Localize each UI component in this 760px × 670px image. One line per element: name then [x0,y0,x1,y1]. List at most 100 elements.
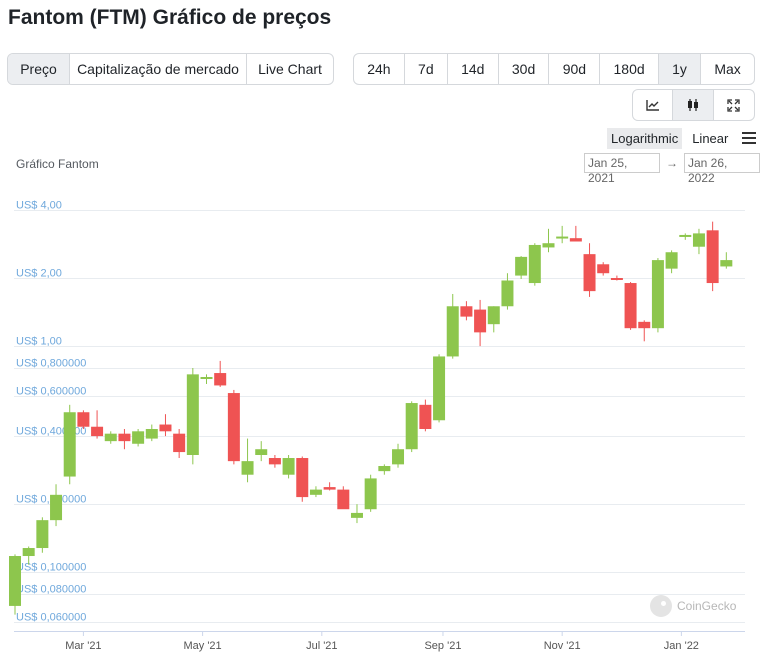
candles [9,221,733,615]
candle[interactable] [63,404,76,485]
menu-icon[interactable] [742,132,757,144]
candle-body [583,254,596,292]
candle[interactable] [419,399,432,432]
candle[interactable] [597,262,610,276]
candlestick-button[interactable] [673,90,714,120]
candle[interactable] [706,221,719,292]
candle[interactable] [679,233,692,240]
candle-body [487,306,500,325]
range-24h[interactable]: 24h [354,54,405,84]
candle[interactable] [186,368,199,465]
candle[interactable] [132,428,145,447]
candle[interactable] [309,486,322,498]
expand-icon [727,98,740,112]
candle[interactable] [446,293,459,359]
candle[interactable] [145,424,158,442]
date-from-input[interactable]: Jan 25, 2021 [584,153,660,185]
candle[interactable] [720,252,733,269]
candle[interactable] [255,441,268,462]
candle-body [679,234,692,237]
candle-body [610,278,623,281]
candle[interactable] [665,250,678,274]
candle-body [22,548,35,557]
candle[interactable] [173,428,186,459]
candle[interactable] [364,474,377,512]
grid-lines [14,210,745,623]
candle[interactable] [405,401,418,453]
range-180d[interactable]: 180d [600,54,659,84]
candle[interactable] [104,431,117,444]
candle[interactable] [501,273,514,310]
date-to-input[interactable]: Jan 26, 2022 [684,153,760,185]
candle-body [255,449,268,455]
chart-type-tabs: Preço Capitalização de mercado Live Char… [7,53,334,85]
candle[interactable] [227,389,240,465]
candle[interactable] [583,243,596,297]
candle[interactable] [624,282,637,330]
candle[interactable] [22,546,35,565]
range-1y[interactable]: 1y [658,54,702,84]
scale-linear[interactable]: Linear [692,130,729,146]
candle[interactable] [296,456,309,502]
date-range: Jan 25, 2021 → Jan 26, 2022 [584,153,760,185]
candle[interactable] [118,428,131,450]
candle[interactable] [392,443,405,468]
candle[interactable] [214,360,227,387]
coingecko-logo-icon [650,595,672,617]
candle[interactable] [569,225,582,242]
candle[interactable] [200,374,213,384]
candle[interactable] [433,354,446,423]
candlestick-icon [688,99,699,111]
candle[interactable] [638,320,651,342]
candle[interactable] [282,454,295,479]
candle-body [323,487,336,490]
candle-body [282,458,295,475]
candle-body [241,461,254,475]
line-chart-icon [645,100,659,111]
candle[interactable] [241,438,254,483]
candle[interactable] [350,504,363,524]
tab-live-chart[interactable]: Live Chart [258,61,322,77]
candle-body [337,489,350,510]
candle[interactable] [460,301,473,321]
range-7d[interactable]: 7d [405,54,448,84]
candle[interactable] [610,275,623,281]
y-tick-label: US$ 0,060000 [16,612,86,624]
scale-logarithmic[interactable]: Logarithmic [607,127,683,149]
tab-price[interactable]: Preço [8,54,70,84]
tab-market-cap[interactable]: Capitalização de mercado [70,54,247,84]
candle-body [227,393,240,462]
y-tick-label: US$ 0,800000 [16,358,86,370]
range-30d[interactable]: 30d [499,54,550,84]
candle-body [515,256,528,276]
candle[interactable] [323,482,336,491]
candle-body [501,280,514,307]
candle[interactable] [268,454,281,468]
candle-body [419,404,432,429]
candle[interactable] [474,299,487,347]
candle[interactable] [692,228,705,255]
candle[interactable] [77,410,90,429]
scale-toggle: Logarithmic Linear [607,126,757,150]
candle[interactable] [9,554,21,615]
line-chart-button[interactable] [633,90,674,120]
candle[interactable] [487,306,500,333]
range-14d[interactable]: 14d [448,54,499,84]
candle[interactable] [528,243,541,286]
candle[interactable] [337,486,350,510]
candle[interactable] [378,464,391,475]
candle[interactable] [91,410,104,439]
candle[interactable] [515,256,528,279]
candle[interactable] [50,484,63,527]
view-mode-selector [632,89,755,121]
fullscreen-button[interactable] [714,90,754,120]
candle[interactable] [556,225,569,244]
candle[interactable] [651,258,664,333]
candle[interactable] [36,517,49,553]
range-max[interactable]: Max [714,61,741,77]
x-tick-label: Jan '22 [664,640,699,652]
range-90d[interactable]: 90d [549,54,601,84]
candle[interactable] [542,228,555,253]
coingecko-watermark: CoinGecko [650,595,736,617]
candle[interactable] [159,414,172,437]
